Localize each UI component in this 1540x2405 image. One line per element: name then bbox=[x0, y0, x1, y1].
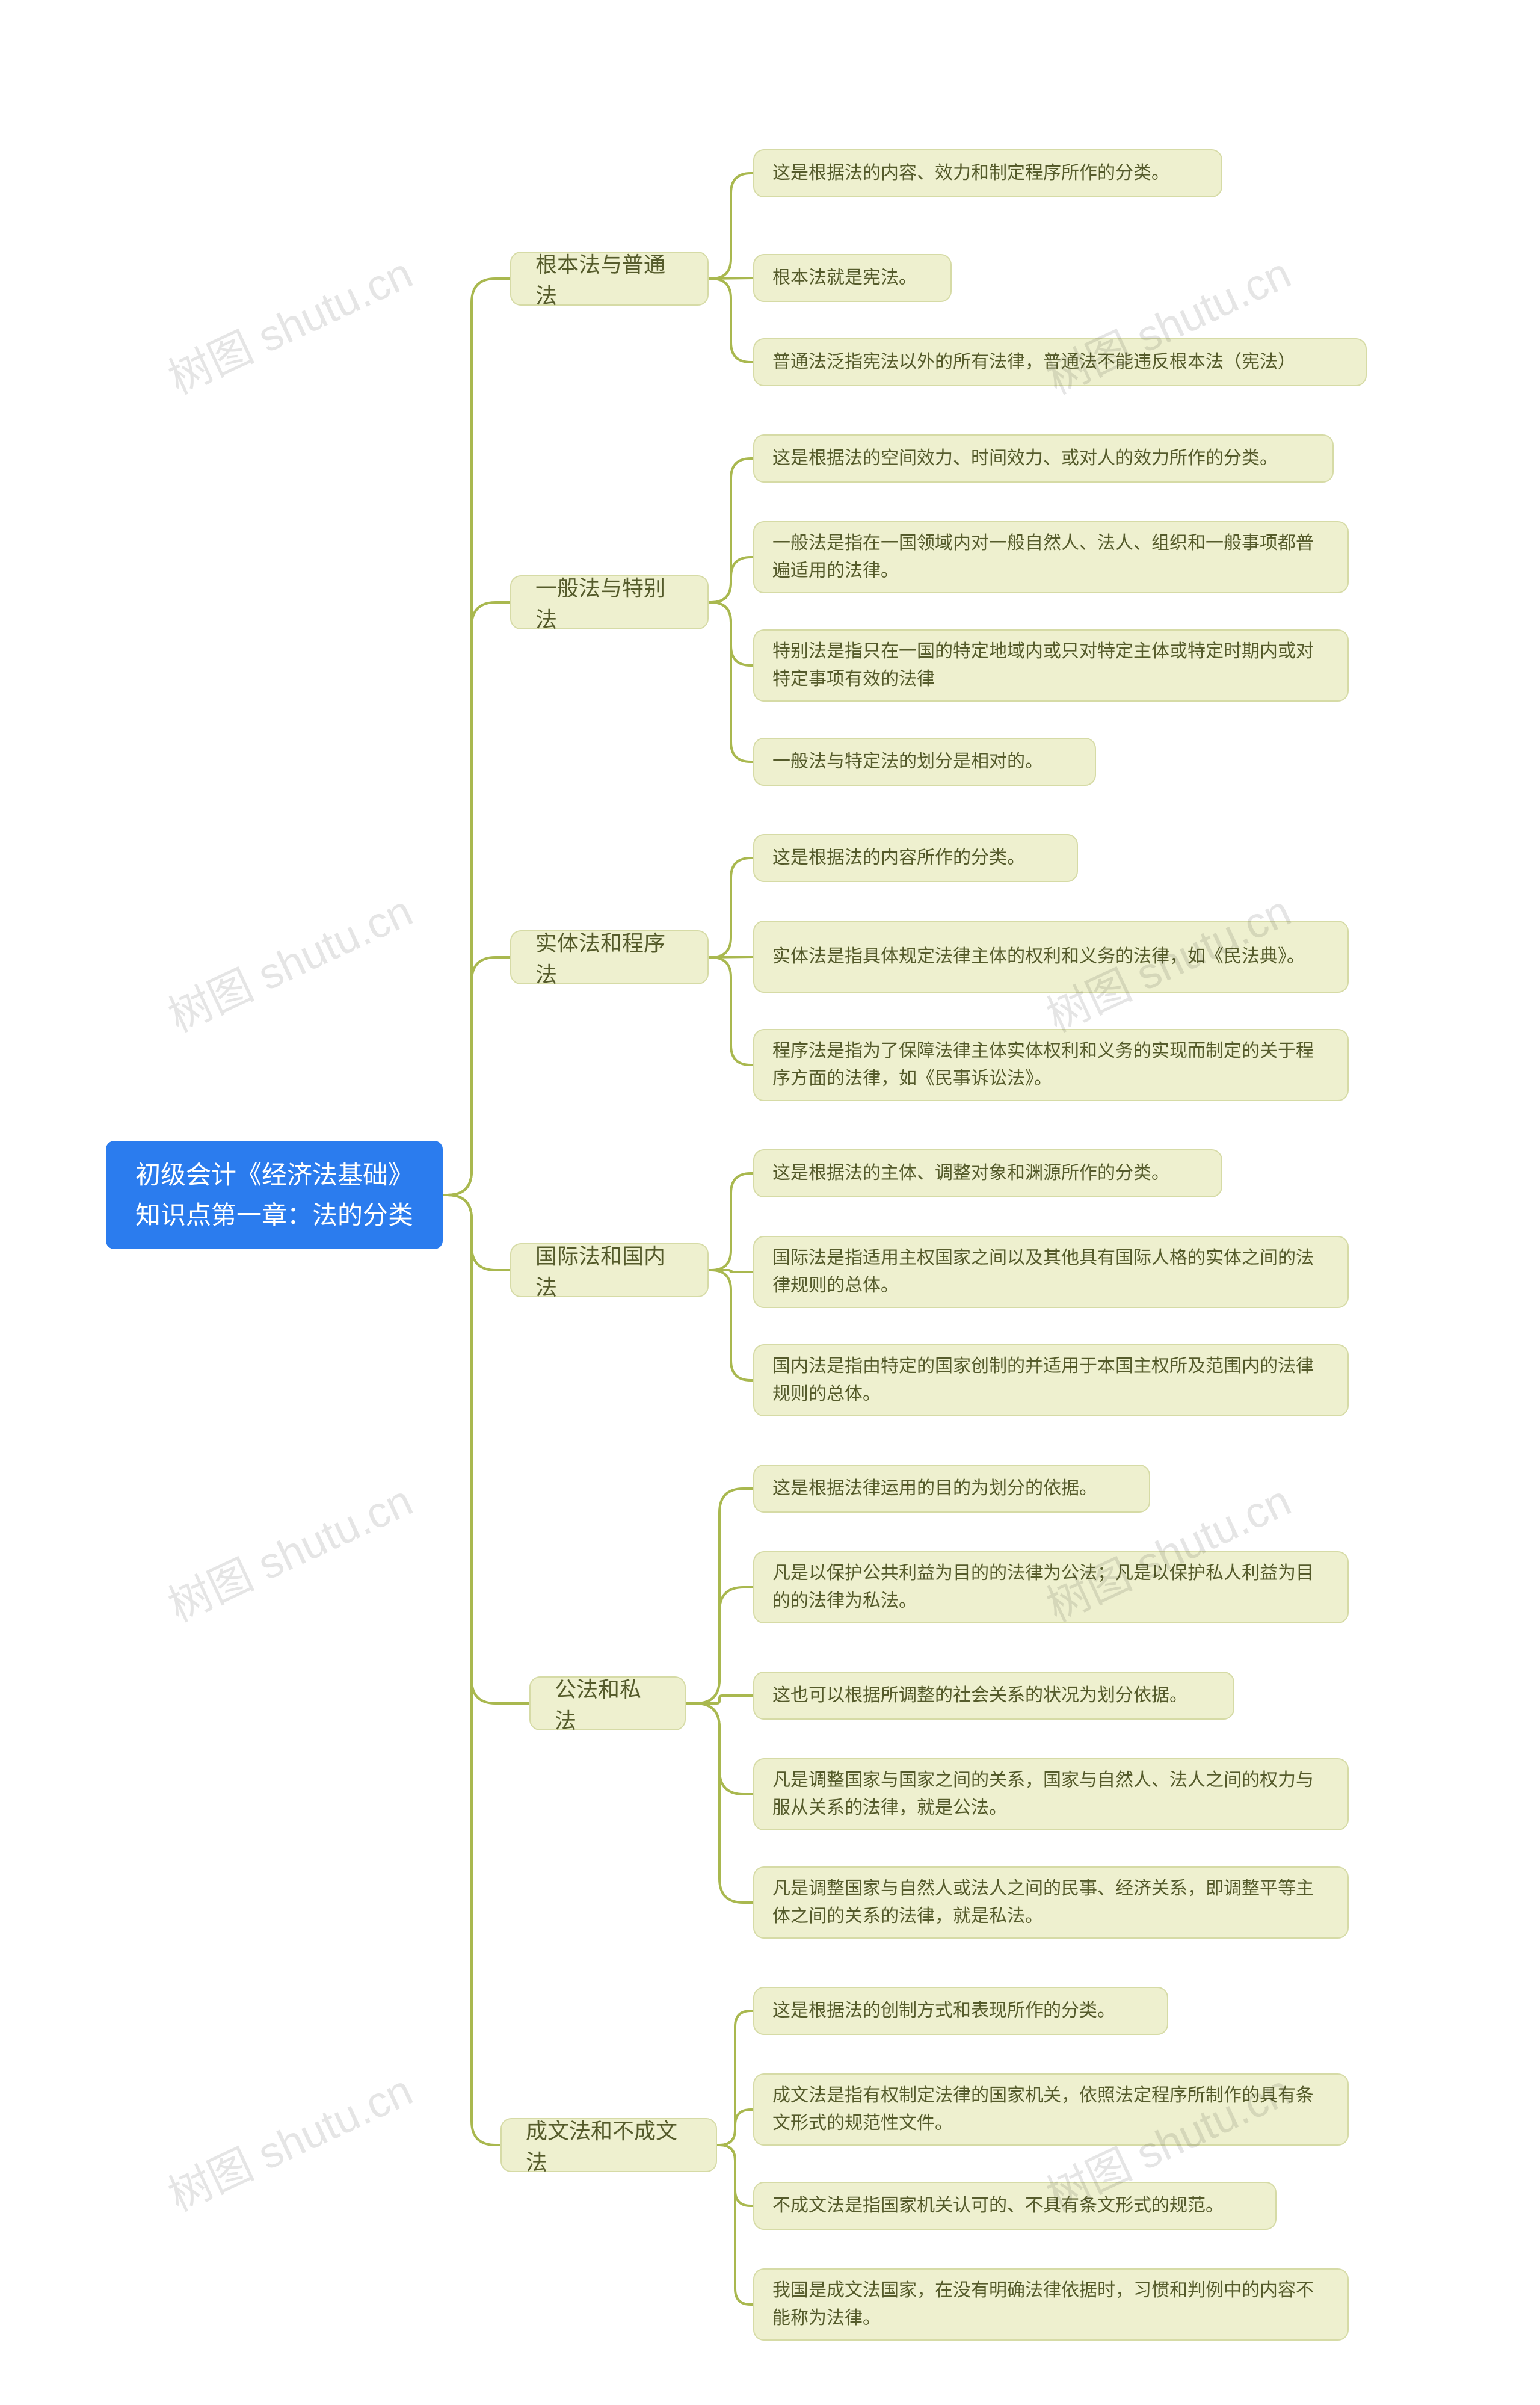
leaf-b1l2: 根本法就是宪法。 bbox=[753, 254, 952, 302]
edge bbox=[717, 2145, 753, 2305]
leaf-b5l5-label: 凡是调整国家与自然人或法人之间的民事、经济关系，即调整平等主体之间的关系的法律，… bbox=[772, 1875, 1329, 1931]
edge bbox=[686, 1703, 753, 1794]
leaf-b6l2: 成文法是指有权制定法律的国家机关，依照法定程序所制作的具有条文形式的规范性文件。 bbox=[753, 2073, 1349, 2146]
leaf-b2l2: 一般法是指在一国领域内对一般自然人、法人、组织和一般事项都普遍适用的法律。 bbox=[753, 521, 1349, 593]
leaf-b3l1-label: 这是根据法的内容所作的分类。 bbox=[772, 844, 1025, 872]
leaf-b2l1: 这是根据法的空间效力、时间效力、或对人的效力所作的分类。 bbox=[753, 434, 1334, 483]
leaf-b3l2-label: 实体法是指具体规定法律主体的权利和义务的法律，如《民法典》。 bbox=[772, 943, 1305, 971]
leaf-b1l2-label: 根本法就是宪法。 bbox=[772, 264, 917, 292]
leaf-b1l1-label: 这是根据法的内容、效力和制定程序所作的分类。 bbox=[772, 159, 1169, 188]
edge bbox=[709, 173, 753, 279]
edge bbox=[709, 1270, 753, 1380]
edge bbox=[709, 602, 753, 762]
watermark-text: 树图 shutu.cn bbox=[161, 887, 419, 1042]
leaf-b3l3-label: 程序法是指为了保障法律主体实体权利和义务的实现而制定的关于程序方面的法律，如《民… bbox=[772, 1037, 1329, 1093]
root-node: 初级会计《经济法基础》 知识点第一章：法的分类 bbox=[106, 1141, 443, 1249]
leaf-b5l4: 凡是调整国家与国家之间的关系，国家与自然人、法人之间的权力与服从关系的法律，就是… bbox=[753, 1758, 1349, 1830]
edge bbox=[443, 279, 510, 1195]
leaf-b2l3: 特别法是指只在一国的特定地域内或只对特定主体或特定时期内或对特定事项有效的法律 bbox=[753, 629, 1349, 702]
edge bbox=[709, 957, 753, 1065]
leaf-b6l1: 这是根据法的创制方式和表现所作的分类。 bbox=[753, 1987, 1168, 2035]
branch-b4: 国际法和国内法 bbox=[510, 1243, 709, 1297]
edge bbox=[709, 602, 753, 665]
leaf-b3l3: 程序法是指为了保障法律主体实体权利和义务的实现而制定的关于程序方面的法律，如《民… bbox=[753, 1029, 1349, 1101]
leaf-b2l4-label: 一般法与特定法的划分是相对的。 bbox=[772, 748, 1043, 776]
branch-b2: 一般法与特别法 bbox=[510, 575, 709, 629]
leaf-b6l3-label: 不成文法是指国家机关认可的、不具有条文形式的规范。 bbox=[772, 2192, 1224, 2220]
leaf-b5l1-label: 这是根据法律运用的目的为划分的依据。 bbox=[772, 1475, 1097, 1503]
leaf-b3l1: 这是根据法的内容所作的分类。 bbox=[753, 834, 1078, 882]
branch-b6: 成文法和不成文法 bbox=[500, 2118, 717, 2172]
edge bbox=[709, 1270, 753, 1273]
edge bbox=[686, 1587, 753, 1703]
watermark: 树图 shutu.cn bbox=[156, 2055, 421, 2224]
edge bbox=[709, 458, 753, 602]
edge bbox=[709, 858, 753, 957]
leaf-b1l3: 普通法泛指宪法以外的所有法律，普通法不能违反根本法（宪法） bbox=[753, 338, 1367, 386]
edge bbox=[717, 2011, 753, 2145]
edge bbox=[717, 2110, 753, 2145]
edge bbox=[443, 957, 510, 1195]
branch-b3-label: 实体法和程序法 bbox=[535, 926, 683, 989]
watermark-text: 树图 shutu.cn bbox=[161, 2066, 419, 2221]
leaf-b5l3-label: 这也可以根据所调整的社会关系的状况为划分依据。 bbox=[772, 1682, 1187, 1710]
leaf-b1l3-label: 普通法泛指宪法以外的所有法律，普通法不能违反根本法（宪法） bbox=[772, 348, 1296, 377]
edge bbox=[709, 278, 753, 279]
leaf-b5l1: 这是根据法律运用的目的为划分的依据。 bbox=[753, 1465, 1150, 1513]
branch-b1-label: 根本法与普通法 bbox=[535, 247, 683, 310]
watermark-text: 树图 shutu.cn bbox=[161, 249, 419, 404]
leaf-b6l3: 不成文法是指国家机关认可的、不具有条文形式的规范。 bbox=[753, 2182, 1277, 2230]
leaf-b5l2: 凡是以保护公共利益为目的的法律为公法；凡是以保护私人利益为目的的法律为私法。 bbox=[753, 1551, 1349, 1623]
root-node-label: 初级会计《经济法基础》 知识点第一章：法的分类 bbox=[135, 1155, 413, 1235]
leaf-b1l1: 这是根据法的内容、效力和制定程序所作的分类。 bbox=[753, 149, 1222, 197]
leaf-b6l4-label: 我国是成文法国家，在没有明确法律依据时，习惯和判例中的内容不能称为法律。 bbox=[772, 2277, 1329, 2333]
watermark-text: 树图 shutu.cn bbox=[161, 1477, 419, 1631]
branch-b5-label: 公法和私法 bbox=[555, 1672, 661, 1735]
leaf-b4l1-label: 这是根据法的主体、调整对象和渊源所作的分类。 bbox=[772, 1159, 1169, 1188]
branch-b5: 公法和私法 bbox=[529, 1676, 686, 1730]
watermark: 树图 shutu.cn bbox=[156, 876, 421, 1045]
branch-b3: 实体法和程序法 bbox=[510, 930, 709, 984]
edge bbox=[709, 1173, 753, 1270]
edge bbox=[443, 602, 510, 1195]
leaf-b3l2: 实体法是指具体规定法律主体的权利和义务的法律，如《民法典》。 bbox=[753, 921, 1349, 993]
leaf-b4l2-label: 国际法是指适用主权国家之间以及其他具有国际人格的实体之间的法律规则的总体。 bbox=[772, 1244, 1329, 1300]
branch-b1: 根本法与普通法 bbox=[510, 252, 709, 306]
branch-b4-label: 国际法和国内法 bbox=[535, 1239, 683, 1301]
branch-b6-label: 成文法和不成文法 bbox=[526, 2114, 692, 2176]
edge bbox=[709, 557, 753, 602]
edge bbox=[686, 1696, 753, 1703]
edge bbox=[686, 1489, 753, 1703]
leaf-b6l2-label: 成文法是指有权制定法律的国家机关，依照法定程序所制作的具有条文形式的规范性文件。 bbox=[772, 2082, 1329, 2138]
branch-b2-label: 一般法与特别法 bbox=[535, 571, 683, 634]
leaf-b2l2-label: 一般法是指在一国领域内对一般自然人、法人、组织和一般事项都普遍适用的法律。 bbox=[772, 529, 1329, 585]
edge bbox=[686, 1703, 753, 1903]
leaf-b4l1: 这是根据法的主体、调整对象和渊源所作的分类。 bbox=[753, 1149, 1222, 1197]
leaf-b2l3-label: 特别法是指只在一国的特定地域内或只对特定主体或特定时期内或对特定事项有效的法律 bbox=[772, 638, 1329, 694]
edge bbox=[443, 1195, 500, 2145]
leaf-b5l5: 凡是调整国家与自然人或法人之间的民事、经济关系，即调整平等主体之间的关系的法律，… bbox=[753, 1866, 1349, 1939]
watermark: 树图 shutu.cn bbox=[156, 238, 421, 407]
leaf-b5l2-label: 凡是以保护公共利益为目的的法律为公法；凡是以保护私人利益为目的的法律为私法。 bbox=[772, 1560, 1329, 1616]
edge bbox=[443, 1195, 510, 1270]
watermark: 树图 shutu.cn bbox=[156, 1466, 421, 1634]
leaf-b5l3: 这也可以根据所调整的社会关系的状况为划分依据。 bbox=[753, 1672, 1234, 1720]
leaf-b2l1-label: 这是根据法的空间效力、时间效力、或对人的效力所作的分类。 bbox=[772, 445, 1278, 473]
leaf-b6l4: 我国是成文法国家，在没有明确法律依据时，习惯和判例中的内容不能称为法律。 bbox=[753, 2268, 1349, 2341]
leaf-b2l4: 一般法与特定法的划分是相对的。 bbox=[753, 738, 1096, 786]
leaf-b6l1-label: 这是根据法的创制方式和表现所作的分类。 bbox=[772, 1997, 1115, 2025]
edge bbox=[717, 2145, 753, 2206]
leaf-b4l2: 国际法是指适用主权国家之间以及其他具有国际人格的实体之间的法律规则的总体。 bbox=[753, 1236, 1349, 1308]
leaf-b4l3: 国内法是指由特定的国家创制的并适用于本国主权所及范围内的法律规则的总体。 bbox=[753, 1344, 1349, 1416]
edge bbox=[709, 279, 753, 362]
leaf-b5l4-label: 凡是调整国家与国家之间的关系，国家与自然人、法人之间的权力与服从关系的法律，就是… bbox=[772, 1767, 1329, 1823]
leaf-b4l3-label: 国内法是指由特定的国家创制的并适用于本国主权所及范围内的法律规则的总体。 bbox=[772, 1353, 1329, 1409]
mindmap-canvas: 初级会计《经济法基础》 知识点第一章：法的分类 根本法与普通法 这是根据法的内容、效… bbox=[0, 0, 1540, 2405]
